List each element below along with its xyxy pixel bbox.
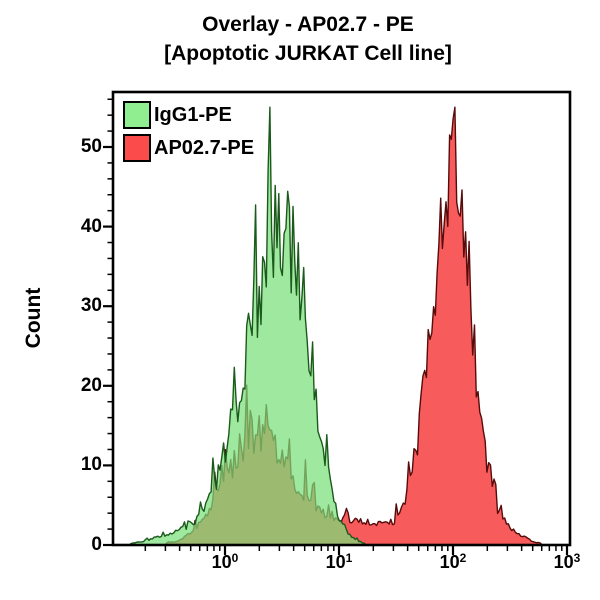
- y-tick-label-10: 10: [80, 454, 102, 476]
- IgG1-PE-histogram-outline: [129, 106, 366, 544]
- plot-frame: [111, 90, 572, 547]
- legend: IgG1-PE AP02.7-PE: [123, 101, 254, 167]
- AP02.7-PE-histogram-area: [165, 107, 542, 544]
- x-tick-label-10e2: 102: [439, 551, 467, 572]
- legend-swatch-green: [123, 101, 151, 129]
- legend-swatch-red: [123, 134, 151, 162]
- legend-label-igg1: IgG1-PE: [154, 104, 232, 126]
- chart-title-line2: [Apoptotic JURKAT Cell line]: [164, 42, 452, 65]
- IgG1-PE-histogram-area: [130, 107, 366, 544]
- AP02.7-PE-histogram-outline: [164, 106, 543, 544]
- y-tick-label-0: 0: [91, 534, 102, 555]
- x-tick-label-10e1: 101: [325, 551, 353, 572]
- y-tick-label-40: 40: [80, 215, 102, 237]
- legend-item-ap027: AP02.7-PE: [123, 134, 254, 162]
- legend-label-ap027: AP02.7-PE: [154, 137, 255, 159]
- x-tick-label-10e0: 100: [211, 551, 239, 572]
- legend-item-igg1: IgG1-PE: [123, 101, 254, 129]
- y-tick-label-30: 30: [80, 295, 102, 317]
- chart-title-line1: Overlay - AP02.7 - PE: [202, 13, 414, 36]
- y-tick-label-20: 20: [80, 374, 102, 396]
- x-tick-label-10e3: 103: [553, 551, 581, 572]
- y-tick-label-50: 50: [80, 136, 102, 157]
